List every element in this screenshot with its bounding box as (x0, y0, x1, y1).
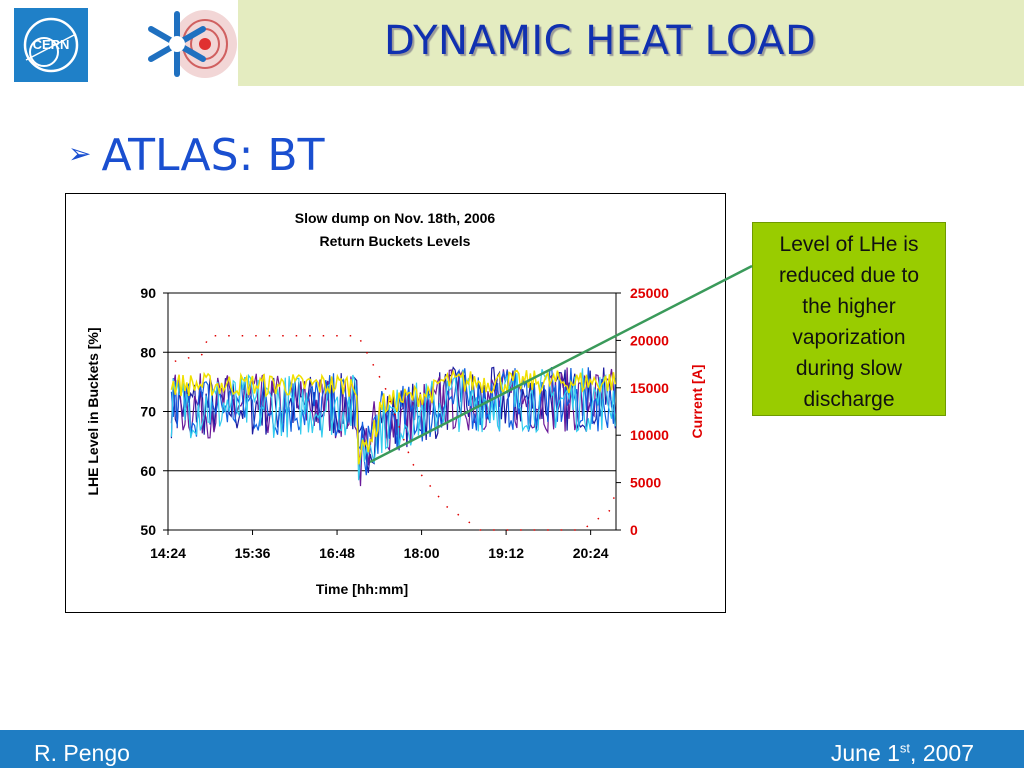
y-right-tick-label: 15000 (630, 380, 669, 396)
x-tick-label: 14:24 (150, 545, 186, 561)
callout-line: vaporization (792, 326, 906, 349)
chart-subtitle: Return Buckets Levels (320, 233, 471, 249)
y-left-axis-label: LHE Level in Buckets [%] (85, 327, 101, 495)
x-axis-label: Time [hh:mm] (316, 581, 408, 597)
callout-line: during slow (795, 357, 903, 380)
footer: R. Pengo June 1st, 2007 (0, 730, 1024, 768)
x-tick-label: 16:48 (319, 545, 355, 561)
footer-date-suffix: , 2007 (910, 740, 974, 766)
callout-line: the higher (802, 295, 896, 318)
callout-line: Level of LHe is (779, 233, 919, 256)
y-left-tick-label: 60 (140, 463, 156, 479)
y-right-axis-label: Current [A] (689, 365, 705, 439)
x-tick-label: 19:12 (488, 545, 524, 561)
y-left-tick-label: 90 (140, 285, 156, 301)
cern-logo: CERN (14, 8, 88, 82)
x-tick-label: 20:24 (573, 545, 609, 561)
footer-author: R. Pengo (34, 740, 130, 766)
header-band (238, 0, 1024, 86)
cern-logo-text: CERN (33, 37, 70, 52)
y-right-tick-label: 5000 (630, 475, 661, 491)
y-right-tick-label: 10000 (630, 427, 669, 443)
bullet-text: ATLAS: BT (101, 130, 325, 181)
callout-line: discharge (803, 388, 895, 411)
chart-title: Slow dump on Nov. 18th, 2006 (295, 210, 496, 226)
callout-line: reduced due to (778, 264, 920, 287)
footer-date-sup: st (899, 740, 911, 756)
y-right-tick-label: 25000 (630, 285, 669, 301)
chart-frame: Slow dump on Nov. 18th, 2006 Return Bucke… (65, 193, 726, 613)
x-tick-label: 18:00 (404, 545, 440, 561)
slide-title: DYNAMIC HEAT LOAD (384, 18, 817, 64)
y-right-tick-label: 0 (630, 522, 638, 538)
x-tick-label: 15:36 (235, 545, 271, 561)
callout-box: Level of LHe is reduced due to the highe… (752, 222, 946, 416)
y-left-tick-label: 50 (140, 522, 156, 538)
chart: Slow dump on Nov. 18th, 2006 Return Bucke… (85, 210, 705, 597)
arrow-bullet-icon: ➢ (68, 137, 92, 170)
footer-date-prefix: June 1 (830, 740, 900, 766)
y-left-tick-label: 70 (140, 404, 156, 420)
bullet-item: ➢ ATLAS: BT (68, 130, 324, 181)
current-series-line (174, 334, 617, 531)
cryogenics-logo (145, 6, 239, 82)
footer-date: June 1st, 2007 (831, 740, 974, 767)
y-right-tick-label: 20000 (630, 332, 669, 348)
y-left-tick-label: 80 (140, 344, 156, 360)
